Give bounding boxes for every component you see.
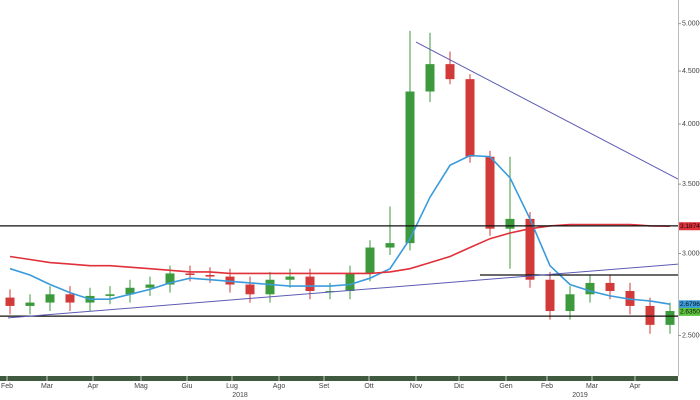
x-tick-label: Apr	[630, 383, 642, 390]
y-tick-label: 4.0000	[682, 121, 700, 128]
x-tick-label: Lug	[226, 383, 238, 390]
candle-body	[165, 273, 175, 285]
trendline	[415, 41, 679, 180]
candle-body	[365, 247, 375, 274]
candle-body	[245, 284, 255, 295]
x-tick-label: Apr	[88, 383, 100, 390]
candle-body	[405, 91, 415, 244]
x-tick-label: Feb	[541, 383, 553, 390]
candle-body	[585, 282, 595, 295]
y-tick-label: 3.0000	[682, 250, 700, 257]
x-tick-label: Dic	[454, 383, 465, 390]
candle-body	[65, 294, 75, 303]
last-value-box	[679, 307, 700, 316]
candle-body	[665, 311, 675, 325]
x-tick-label: Ago	[273, 383, 286, 390]
candle-body	[385, 243, 395, 248]
candle-body	[45, 294, 55, 303]
candle-body	[485, 156, 495, 229]
x-tick-label: Giu	[182, 383, 193, 390]
candle-body	[265, 279, 275, 295]
candle-body	[5, 297, 15, 306]
candle-body	[25, 302, 35, 306]
candle-body	[105, 294, 115, 296]
x-tick-label: Mar	[586, 383, 599, 390]
candle-body	[205, 274, 215, 277]
candle-body	[565, 294, 575, 312]
moving-average-line	[9, 223, 671, 275]
candle-body	[605, 282, 615, 292]
candle-body	[185, 273, 195, 275]
x-tick-label: Mar	[41, 383, 54, 390]
y-tick-label: 3.5000	[682, 181, 700, 188]
x-tick-label: Feb	[1, 383, 13, 390]
x-tick-label: Set	[319, 383, 330, 390]
x-tick-label: Gen	[499, 383, 512, 390]
candle-body	[345, 273, 355, 292]
last-value-label: 2.6796	[680, 301, 700, 308]
candle-body	[285, 276, 295, 280]
candle-body	[645, 305, 655, 325]
candle-body	[425, 64, 435, 92]
candle-body	[525, 218, 535, 280]
x-year-label: 2019	[572, 392, 588, 399]
candle-body	[545, 279, 555, 312]
y-tick-label: 4.5000	[682, 68, 700, 75]
x-tick-label: Nov	[410, 383, 423, 390]
x-axis-band	[0, 376, 678, 381]
last-value-box	[679, 222, 700, 231]
candle-body	[445, 64, 455, 80]
last-value-box	[679, 300, 700, 309]
last-value-label: 2.6350	[680, 309, 700, 316]
x-tick-label: Mag	[134, 383, 148, 390]
candle-body	[125, 287, 135, 295]
trendline	[7, 263, 679, 319]
x-year-label: 2018	[232, 392, 248, 399]
candle-body	[465, 79, 475, 157]
y-tick-label: 5.0000	[682, 21, 700, 28]
candle-body	[305, 276, 315, 292]
candle-body	[505, 218, 515, 229]
y-tick-label: 2.5000	[682, 332, 700, 339]
x-tick-label: Ott	[364, 383, 373, 390]
candle-body	[145, 284, 155, 288]
candle-body	[325, 291, 335, 293]
last-value-label: 3.1874	[680, 223, 700, 230]
